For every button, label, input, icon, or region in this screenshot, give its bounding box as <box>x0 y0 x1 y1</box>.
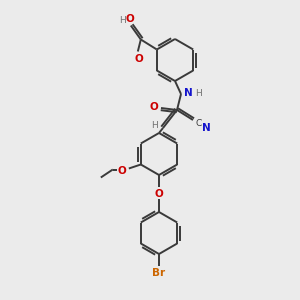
Text: O: O <box>154 189 164 199</box>
Text: N: N <box>202 123 211 133</box>
Text: N: N <box>184 88 192 98</box>
Text: C: C <box>195 119 201 128</box>
Text: H: H <box>119 16 126 25</box>
Text: H: H <box>152 122 158 130</box>
Text: O: O <box>125 14 134 23</box>
Text: O: O <box>150 102 158 112</box>
Text: Br: Br <box>152 268 166 278</box>
Text: O: O <box>117 166 126 176</box>
Text: H: H <box>195 88 202 98</box>
Text: O: O <box>134 53 143 64</box>
